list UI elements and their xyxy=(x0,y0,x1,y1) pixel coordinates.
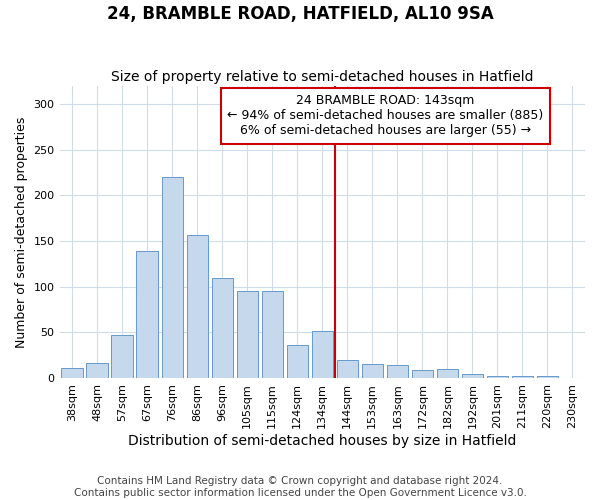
Bar xyxy=(262,292,283,378)
Bar xyxy=(362,364,383,378)
Bar xyxy=(387,366,408,378)
Bar xyxy=(112,335,133,378)
Bar xyxy=(437,369,458,378)
Bar xyxy=(61,368,83,378)
Bar xyxy=(187,234,208,378)
Bar xyxy=(86,364,108,378)
Bar xyxy=(287,345,308,378)
Bar xyxy=(136,251,158,378)
Bar xyxy=(212,278,233,378)
Text: 24 BRAMBLE ROAD: 143sqm
← 94% of semi-detached houses are smaller (885)
6% of se: 24 BRAMBLE ROAD: 143sqm ← 94% of semi-de… xyxy=(227,94,544,138)
Bar xyxy=(337,360,358,378)
Title: Size of property relative to semi-detached houses in Hatfield: Size of property relative to semi-detach… xyxy=(111,70,533,85)
Bar xyxy=(161,177,183,378)
Bar xyxy=(412,370,433,378)
Text: Contains HM Land Registry data © Crown copyright and database right 2024.
Contai: Contains HM Land Registry data © Crown c… xyxy=(74,476,526,498)
Bar xyxy=(537,376,558,378)
X-axis label: Distribution of semi-detached houses by size in Hatfield: Distribution of semi-detached houses by … xyxy=(128,434,517,448)
Text: 24, BRAMBLE ROAD, HATFIELD, AL10 9SA: 24, BRAMBLE ROAD, HATFIELD, AL10 9SA xyxy=(107,5,493,23)
Bar xyxy=(236,292,258,378)
Y-axis label: Number of semi-detached properties: Number of semi-detached properties xyxy=(15,116,28,348)
Bar xyxy=(487,376,508,378)
Bar xyxy=(462,374,483,378)
Bar xyxy=(311,332,333,378)
Bar xyxy=(512,376,533,378)
